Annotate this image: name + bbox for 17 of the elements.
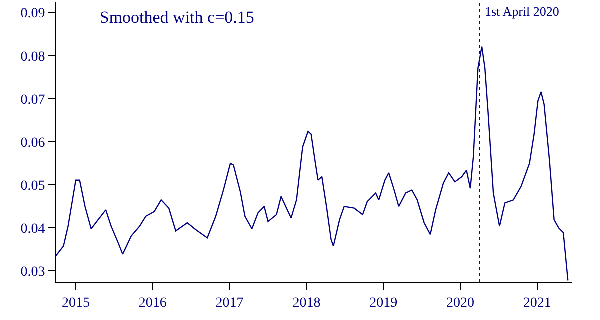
x-tick-label: 2016 bbox=[138, 296, 167, 311]
ref-line-label: 1st April 2020 bbox=[485, 4, 560, 19]
line-series bbox=[56, 46, 569, 282]
y-tick-label: 0.03 bbox=[20, 265, 46, 280]
x-tick-label: 2019 bbox=[370, 296, 398, 311]
y-tick-label: 0.08 bbox=[20, 50, 46, 65]
x-tick-label: 2018 bbox=[292, 296, 321, 311]
x-tick-label: 2021 bbox=[523, 296, 552, 311]
chart-title: Smoothed with c=0.15 bbox=[100, 8, 254, 28]
x-tick-label: 2015 bbox=[62, 296, 90, 311]
x-tick-label: 2020 bbox=[446, 296, 474, 311]
y-tick-label: 0.07 bbox=[20, 92, 46, 108]
x-tick-label: 2017 bbox=[216, 296, 244, 311]
y-tick-label: 0.05 bbox=[20, 178, 46, 194]
y-tick-label: 0.06 bbox=[20, 136, 46, 151]
y-tick-label: 0.09 bbox=[20, 6, 46, 22]
y-tick-label: 0.04 bbox=[20, 222, 46, 238]
